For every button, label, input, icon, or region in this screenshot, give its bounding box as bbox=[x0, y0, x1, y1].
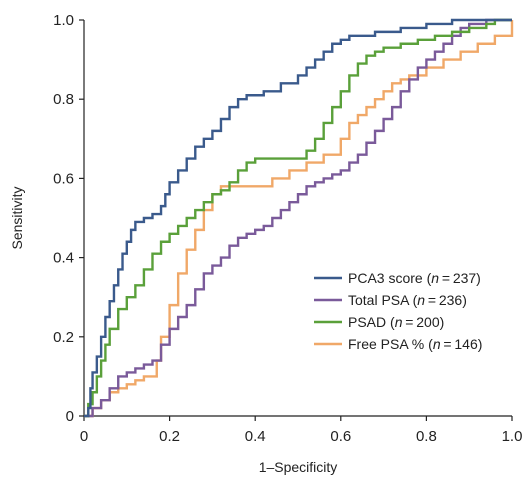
y-tick-label: 0.4 bbox=[53, 250, 74, 267]
x-tick-label: 0 bbox=[80, 428, 88, 445]
series-line bbox=[84, 18, 512, 418]
x-tick-label: 0.4 bbox=[245, 428, 266, 445]
series-line bbox=[84, 18, 512, 418]
legend-label: PSAD (n = 200) bbox=[348, 314, 444, 330]
y-ticks: 0 0.2 0.4 0.6 0.8 1.0 bbox=[53, 12, 84, 425]
series-line bbox=[84, 20, 514, 418]
y-tick-label: 0.2 bbox=[53, 329, 74, 346]
y-axis-title: Sensitivity bbox=[9, 186, 25, 249]
legend-label: Free PSA % (n = 146) bbox=[348, 336, 482, 352]
series-line bbox=[84, 18, 512, 418]
y-tick-label: 0.6 bbox=[53, 170, 74, 187]
y-tick-label: 0 bbox=[66, 408, 74, 425]
x-ticks: 0 0.2 0.4 0.6 0.8 1.0 bbox=[80, 416, 523, 445]
x-tick-label: 0.2 bbox=[159, 428, 180, 445]
y-tick-label: 0.8 bbox=[53, 91, 74, 108]
x-tick-label: 0.8 bbox=[416, 428, 437, 445]
y-tick-label: 1.0 bbox=[53, 12, 74, 29]
legend-label: Total PSA (n = 236) bbox=[348, 292, 467, 308]
x-axis-title: 1–Specificity bbox=[259, 459, 338, 475]
x-tick-label: 0.6 bbox=[330, 428, 351, 445]
legend: PCA3 score (n = 237) Total PSA (n = 236) P… bbox=[314, 270, 482, 352]
series-lines bbox=[84, 18, 514, 418]
axes bbox=[83, 20, 512, 417]
legend-label: PCA3 score (n = 237) bbox=[348, 270, 481, 286]
x-tick-label: 1.0 bbox=[502, 428, 523, 445]
